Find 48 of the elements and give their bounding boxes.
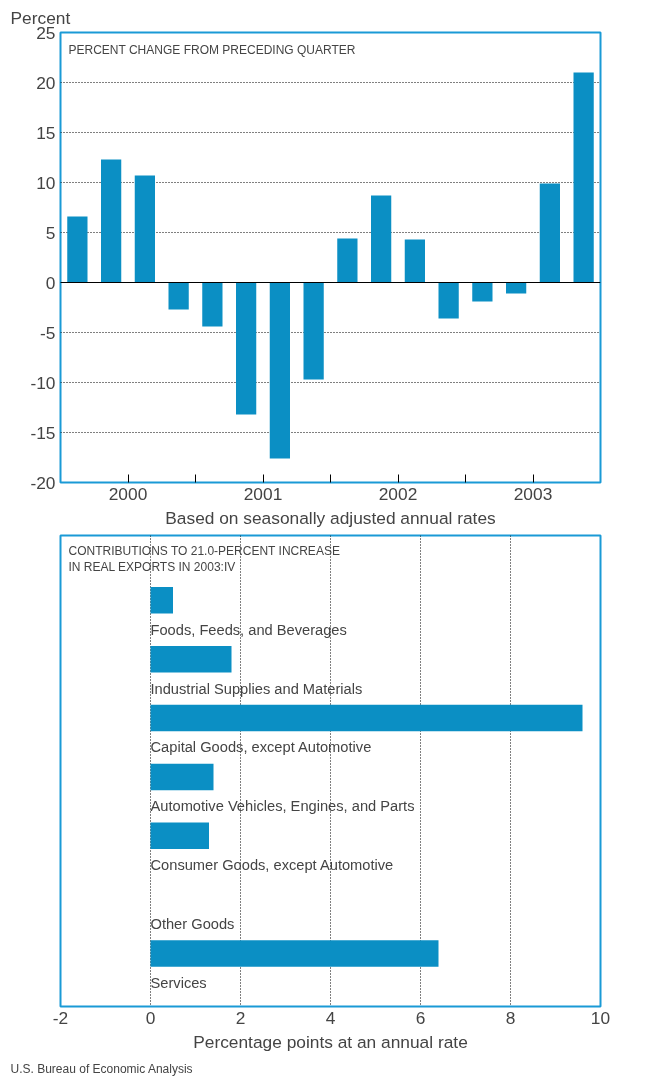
y-tick-label: 5 [45, 222, 56, 243]
y-tick-label: Foods, Feeds, and Beverages [150, 621, 347, 638]
y-tick-label: Other Goods [150, 916, 235, 933]
bar [269, 282, 290, 459]
bar [134, 175, 155, 283]
bar [539, 183, 560, 283]
chart-title: CONTRIBUTIONS TO 21.0-PERCENT INCREASE IN REAL EXPORTS IN 2003:IV [68, 543, 340, 575]
x-tick-label: 10 [590, 1007, 611, 1028]
bar [101, 159, 122, 283]
y-tick-label: 20 [36, 72, 56, 93]
bar [67, 216, 88, 283]
x-axis-title: Percentage points at an annual rate [193, 1031, 468, 1052]
bar [168, 282, 189, 310]
x-tick-label: 2003 [513, 483, 553, 504]
y-tick-label: -20 [30, 472, 56, 493]
y-tick-label: -15 [30, 422, 56, 443]
y-tick-label: Services [150, 974, 207, 991]
bar [337, 238, 358, 283]
x-tick-label: 2002 [378, 483, 418, 504]
x-tick-label: 6 [415, 1007, 426, 1028]
y-tick-label: Capital Goods, except Automotive [150, 739, 372, 756]
x-tick-label: 2000 [108, 483, 148, 504]
y-tick-label: Consumer Goods, except Automotive [150, 857, 394, 874]
bar [472, 282, 493, 302]
y-tick-label: 10 [36, 172, 56, 193]
x-axis-title: Based on seasonally adjusted annual rates [165, 507, 497, 528]
y-tick-label: -10 [30, 372, 56, 393]
y-tick-label: -5 [40, 322, 56, 343]
x-tick-label: 2001 [243, 483, 283, 504]
bar [202, 282, 223, 327]
y-tick-label: 15 [36, 122, 56, 143]
text: U.S. Bureau of Economic Analysis [10, 1061, 193, 1076]
bar [438, 282, 459, 319]
y-axis-title: Percent [10, 7, 71, 28]
y-tick-label: 0 [45, 272, 56, 293]
y-tick-label: Industrial Supplies and Materials [150, 680, 363, 697]
y-tick-label: Automotive Vehicles, Engines, and Parts [150, 798, 415, 815]
x-tick-label: 2 [235, 1007, 246, 1028]
bar [303, 282, 324, 380]
bar [506, 282, 527, 294]
text: PERCENT CHANGE FROM PRECEDING QUARTER [68, 42, 356, 57]
x-tick-label: 4 [325, 1007, 336, 1028]
bar [236, 282, 257, 415]
x-tick-label: 8 [505, 1007, 516, 1028]
bar [404, 239, 425, 283]
x-tick-label: -2 [52, 1007, 69, 1028]
bar [371, 195, 392, 283]
bar [573, 72, 594, 283]
